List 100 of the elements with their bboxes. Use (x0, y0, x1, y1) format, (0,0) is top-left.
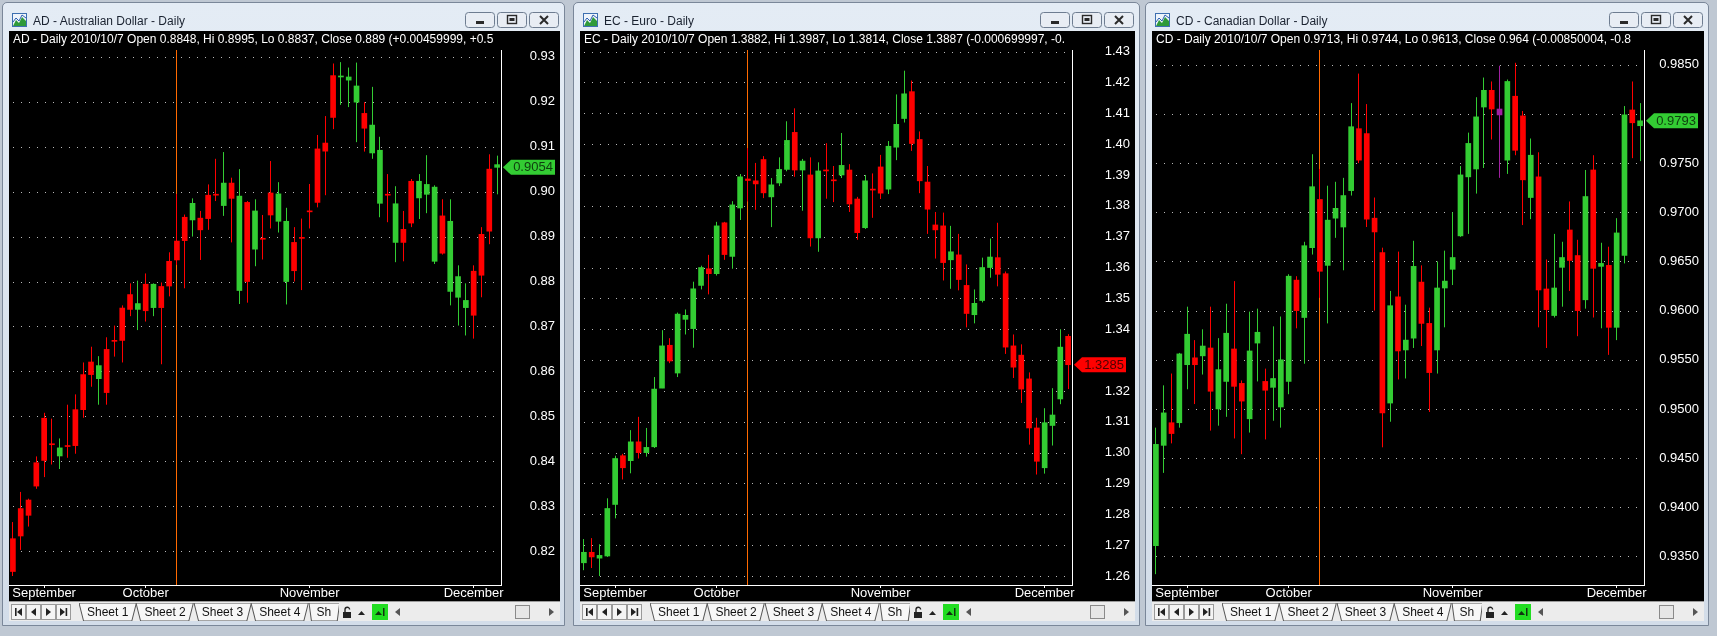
candlestick (698, 265, 704, 290)
candlestick (1559, 241, 1565, 308)
candlestick (1192, 339, 1198, 405)
candlestick (1238, 379, 1245, 455)
y-tick-label: 1.35 (1104, 289, 1130, 305)
y-tick-label: 1.39 (1104, 166, 1130, 182)
candlestick (88, 346, 94, 388)
sheet-tab: Sheet 4 (822, 602, 880, 621)
chart-title: EC - Euro - Daily (604, 14, 695, 28)
candlestick (1442, 250, 1448, 328)
candlestick (423, 154, 430, 214)
y-tick-label: 0.90 (529, 183, 555, 199)
candlestick (135, 280, 141, 331)
y-tick-label: 1.38 (1104, 197, 1130, 213)
candlestick (666, 337, 673, 364)
y-tick-label: 0.88 (529, 273, 555, 289)
sheet-tab: Sheet 2 (707, 602, 765, 621)
y-tick-label: 0.9850 (1659, 56, 1699, 72)
candlestick (627, 429, 634, 474)
candlestick (776, 156, 782, 187)
y-tick-label: 1.31 (1104, 413, 1130, 429)
candlestick (56, 437, 63, 470)
y-tick-label: 0.9450 (1659, 449, 1699, 465)
sheet-tab: Sheet 3 (764, 602, 823, 621)
candlestick (463, 282, 469, 336)
candlestick (455, 264, 461, 327)
candlestick (1449, 211, 1456, 286)
y-tick-label: 1.27 (1104, 536, 1130, 552)
x-tick-label: September (1155, 585, 1220, 601)
sheet-tab: Sheet 1 (79, 602, 137, 621)
candlestick (384, 173, 391, 223)
y-tick-label: 1.30 (1104, 444, 1130, 460)
y-tick-label: 1.37 (1104, 228, 1130, 244)
candlestick (1168, 373, 1175, 444)
candlestick (111, 325, 118, 358)
candlestick (1598, 242, 1604, 329)
y-tick-label: 1.40 (1104, 135, 1130, 151)
candlestick (64, 404, 71, 459)
y-tick-label: 0.92 (529, 93, 555, 109)
sheet-tab: Sh (1451, 602, 1483, 621)
sheet-tab: Sh (308, 602, 340, 621)
candlestick (830, 165, 837, 203)
chart-title: AD - Australian Dollar - Daily (33, 14, 186, 28)
y-tick-label: 0.9600 (1659, 302, 1699, 318)
candlestick (581, 538, 587, 571)
text: 0.9793 (1656, 112, 1696, 128)
x-tick-label: December (1586, 585, 1648, 601)
y-tick-label: 0.83 (529, 497, 555, 513)
candlestick (127, 282, 133, 317)
y-tick-label: 0.82 (529, 542, 555, 558)
x-tick-label: November (1422, 585, 1484, 601)
x-tick-label: December (443, 585, 505, 601)
y-tick-label: 1.26 (1104, 567, 1130, 583)
x-tick-label: December (1014, 585, 1076, 601)
candlestick (752, 162, 759, 211)
candlestick (400, 210, 407, 262)
sheet-tab: Sheet 4 (251, 602, 309, 621)
y-tick-label: 0.9350 (1659, 548, 1699, 564)
sheet-tab: Sheet 3 (1336, 602, 1395, 621)
candlestick (745, 147, 751, 202)
sheet-tab: Sheet 2 (136, 602, 194, 621)
sheet-tab: Sheet 1 (650, 602, 708, 621)
candlestick (213, 158, 219, 202)
y-tick-label: 0.86 (529, 363, 555, 379)
candlestick (706, 254, 712, 295)
y-tick-label: 0.84 (529, 452, 555, 468)
y-tick-label: 1.32 (1104, 382, 1130, 398)
candlestick (361, 101, 368, 153)
y-tick-label: 0.9700 (1659, 203, 1699, 219)
candlestick (416, 173, 422, 220)
candlestick (494, 155, 500, 195)
x-tick-label: November (279, 585, 341, 601)
x-tick-label: October (1265, 585, 1313, 601)
candlestick (1199, 328, 1206, 376)
chart-subtitle: EC - Daily 2010/10/7 Open 1.3882, Hi 1.3987, Lo 1.3814, Close 1.3887 (-0.000699997, -0. (584, 32, 1065, 47)
y-tick-label: 1.29 (1104, 475, 1130, 491)
y-tick-label: 1.28 (1104, 505, 1130, 521)
y-tick-label: 1.36 (1104, 259, 1130, 275)
y-tick-label: 0.89 (529, 228, 555, 244)
candlestick (1270, 325, 1276, 422)
y-tick-label: 1.34 (1104, 320, 1130, 336)
x-tick-label: October (693, 585, 741, 601)
candlestick (682, 308, 689, 335)
y-tick-label: 0.9550 (1659, 351, 1699, 367)
candlestick (893, 93, 900, 161)
candlestick (259, 214, 266, 260)
candlestick (987, 238, 993, 279)
sheet-tab: Sheet 3 (193, 602, 252, 621)
y-tick-label: 0.9500 (1659, 400, 1699, 416)
candlestick (588, 537, 595, 569)
candlestick (1637, 102, 1643, 162)
y-tick-label: 1.43 (1104, 43, 1130, 59)
x-tick-label: November (850, 585, 912, 601)
candlestick (220, 151, 227, 217)
y-tick-label: 0.9400 (1659, 498, 1699, 514)
candlestick (322, 115, 329, 196)
sheet-tab: Sheet 4 (1394, 602, 1452, 621)
candlestick (1332, 181, 1339, 239)
candlestick (1488, 80, 1495, 140)
y-tick-label: 0.91 (529, 138, 555, 154)
